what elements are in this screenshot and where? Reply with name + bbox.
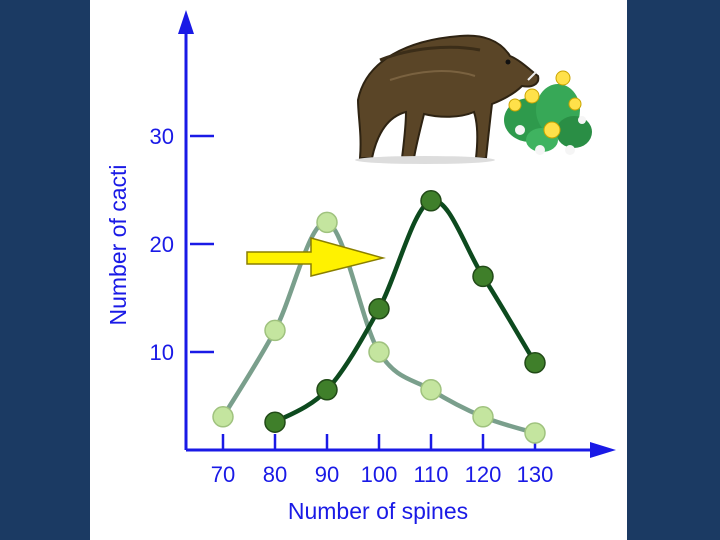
series-2 xyxy=(264,190,546,433)
x-tick-label: 130 xyxy=(517,462,554,487)
series-1 xyxy=(212,211,546,444)
slide-panel: 70 80 90 100 110 120 130 10 20 30 Number of spin… xyxy=(90,0,627,540)
data-point xyxy=(524,352,546,374)
x-tick-label: 90 xyxy=(315,462,339,487)
data-point xyxy=(264,411,286,433)
y-axis xyxy=(178,10,194,450)
data-point xyxy=(524,422,546,444)
x-tick-label: 110 xyxy=(413,462,448,487)
y-tick-label: 30 xyxy=(150,124,174,149)
y-tick-label: 20 xyxy=(150,232,174,257)
y-axis-title: Number of cacti xyxy=(105,164,131,325)
data-point xyxy=(472,406,494,428)
data-point xyxy=(316,379,338,401)
x-tick-label: 120 xyxy=(465,462,502,487)
arrow-right xyxy=(246,237,386,277)
y-axis-arrow-icon xyxy=(178,10,194,34)
data-point xyxy=(368,341,390,363)
x-tick-label: 100 xyxy=(361,462,398,487)
data-point xyxy=(472,265,494,288)
cactus-image xyxy=(504,70,592,155)
x-tick-label: 80 xyxy=(263,462,287,487)
data-point xyxy=(368,298,390,320)
x-tick-label: 70 xyxy=(211,462,235,487)
data-point xyxy=(264,319,286,342)
spine-distribution-chart: 70 80 90 100 110 120 130 10 20 30 Number of spin… xyxy=(105,10,616,524)
boar-image xyxy=(355,34,540,164)
data-point xyxy=(420,379,442,401)
data-point xyxy=(316,211,338,234)
x-axis-arrow-icon xyxy=(590,442,616,458)
x-axis xyxy=(186,442,616,458)
data-point xyxy=(420,190,442,212)
y-tick-label: 10 xyxy=(150,340,174,365)
x-axis-title: Number of spines xyxy=(288,498,468,524)
data-point xyxy=(212,406,234,428)
